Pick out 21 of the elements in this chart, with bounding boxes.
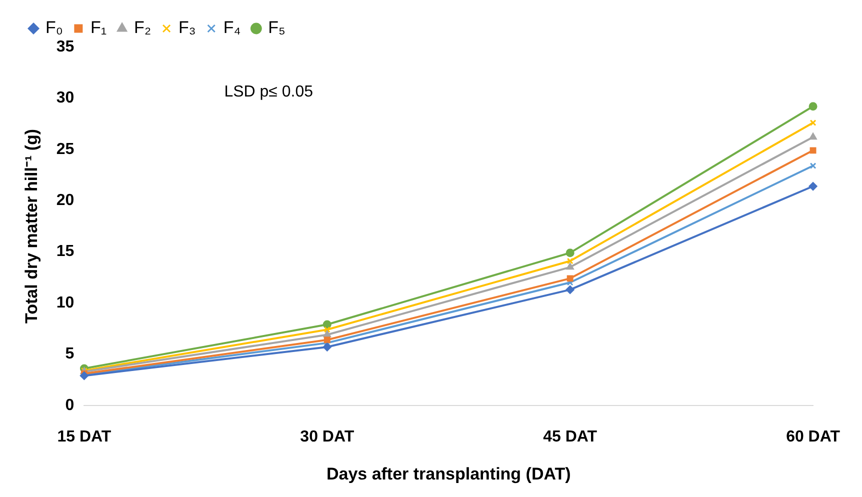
- y-tick-label: 15: [56, 243, 74, 260]
- legend-label: F₅: [268, 18, 286, 38]
- x-tick-label: 45 DAT: [543, 428, 598, 446]
- y-tick-label: 10: [56, 294, 74, 312]
- x-tick-label: 60 DAT: [786, 428, 840, 446]
- legend-label: F₄: [223, 18, 241, 38]
- y-tick-label: 30: [56, 90, 74, 107]
- x-axis-title: Days after transplanting (DAT): [326, 464, 571, 484]
- legend-label: F₀: [46, 18, 63, 38]
- x-tick-label: 15 DAT: [57, 428, 112, 446]
- y-axis-title: Total dry matter hill⁻¹ (g): [22, 128, 41, 324]
- y-tick-label: 5: [65, 346, 74, 363]
- x-tick-label: 30 DAT: [300, 428, 354, 446]
- y-tick-label: 25: [56, 140, 74, 158]
- y-tick-label: 35: [56, 38, 74, 56]
- legend-label: F₃: [178, 18, 196, 38]
- annotation: LSD p≤ 0.05: [224, 83, 314, 100]
- legend-label: F₁: [90, 18, 107, 38]
- legend-label: F₂: [134, 18, 152, 38]
- y-tick-label: 20: [56, 192, 74, 210]
- y-tick-label: 0: [65, 396, 74, 414]
